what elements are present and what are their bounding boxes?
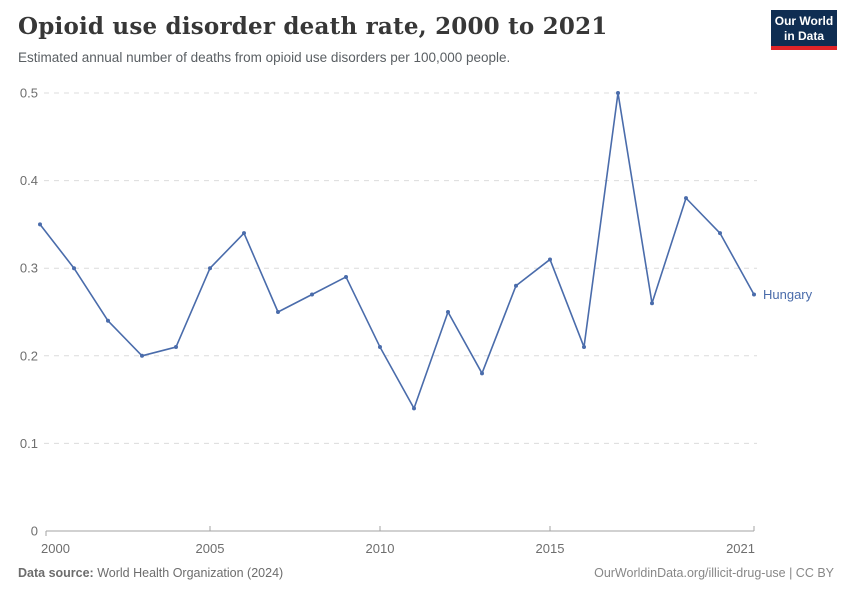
y-axis-tick-label: 0.1 [20,436,38,451]
page-title: Opioid use disorder death rate, 2000 to … [18,13,608,40]
data-point [106,318,110,323]
data-point [276,310,280,314]
x-axis-tick-label: 2005 [196,541,225,556]
data-point [208,266,212,271]
data-source-label: Data source: [18,566,94,580]
data-point [650,301,654,306]
chart-header: Opioid use disorder death rate, 2000 to … [18,12,725,66]
x-axis-tick-label: 2015 [536,541,565,556]
data-point [242,231,246,236]
data-point [72,266,76,271]
data-point [174,345,178,350]
data-point [378,345,382,350]
data-point [582,345,586,350]
owid-logo-line2: in Data [783,29,824,43]
y-axis-tick-label: 0.5 [20,86,38,101]
data-point [752,292,756,297]
data-source-value: World Health Organization (2024) [93,566,284,580]
data-source: Data source: World Health Organization (… [18,566,283,580]
data-point [480,371,484,376]
owid-logo[interactable]: Our World in Data [771,10,837,50]
data-point [616,91,620,95]
data-point [684,196,688,201]
y-axis-tick-label: 0 [31,524,38,539]
owid-logo-line1: Our World [774,14,834,28]
x-axis-tick-label: 2010 [366,541,395,556]
x-axis-tick-label: 2021 [726,541,755,556]
series-line-hungary [39,92,755,410]
y-axis-tick-label: 0.4 [20,173,38,188]
chart-footer: Data source: World Health Organization (… [18,566,834,580]
data-point [718,231,722,236]
credit-link[interactable]: OurWorldinData.org/illicit-drug-use | CC… [594,566,834,580]
data-point [514,283,518,288]
y-axis-tick-label: 0.3 [20,261,38,276]
data-point [344,274,348,279]
y-axis-tick-label: 0.2 [20,348,38,363]
data-point [140,353,144,358]
data-point [38,222,42,227]
x-axis-tick-label: 2000 [41,541,70,556]
data-point [310,292,314,297]
data-point [412,406,416,411]
data-point [548,257,552,262]
page-subtitle: Estimated annual number of deaths from o… [18,50,511,65]
data-point [446,310,450,314]
series-label-hungary[interactable]: Hungary [763,287,813,302]
